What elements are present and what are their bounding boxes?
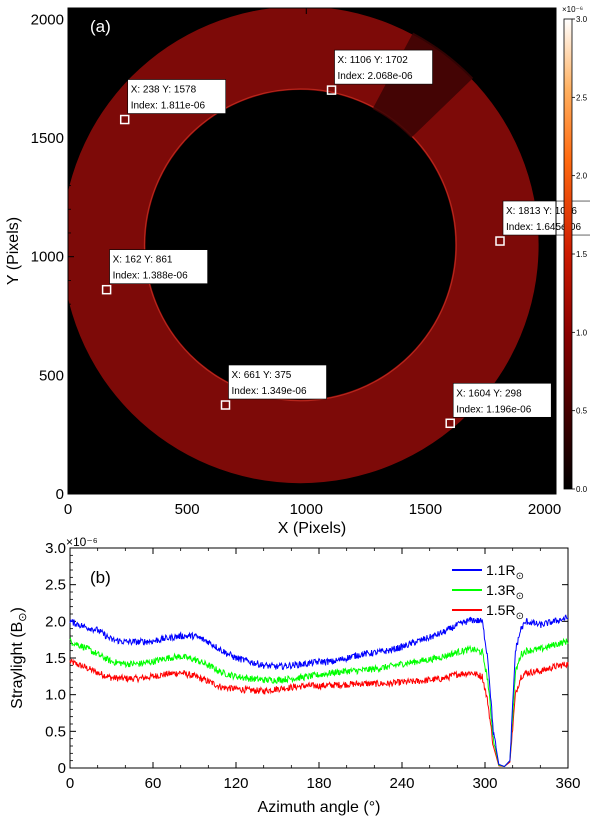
annotations: X: 238 Y: 1578 Index: 1.811e-06 X: 1106 Y:… <box>101 49 590 429</box>
legend-label: 1.3R⊙ <box>486 582 524 602</box>
colorbar-tick-label: 2.5 <box>576 93 588 102</box>
panel-label-a: (a) <box>90 17 111 36</box>
legend-label: 1.5R⊙ <box>486 602 524 622</box>
axes-b: 0 60 120 180 240 300 360 0 0.5 1.0 1.5 2.0 2.5 3.0 <box>45 540 580 792</box>
annotation-marker <box>326 85 337 95</box>
y-tick-label-a: 2000 <box>31 11 64 28</box>
panel-a: X: 238 Y: 1578 Index: 1.811e-06 X: 1106 Y:… <box>5 5 590 537</box>
colorbar-tick-label: 3.0 <box>576 15 588 24</box>
x-tick-label-b: 300 <box>472 775 497 792</box>
legend-label-main: 1.3R <box>486 582 516 598</box>
annotation-marker <box>101 284 112 295</box>
y-exponent-b: ×10⁻⁶ <box>66 535 98 549</box>
y-axis-label-b-sub: ⊙ <box>17 612 29 621</box>
x-tick-label-b: 360 <box>555 775 580 792</box>
annotation-index: Index: 1.196e-06 <box>456 404 531 415</box>
x-tick-label-b: 120 <box>223 775 248 792</box>
y-tick-label-a: 0 <box>56 486 64 503</box>
annotation-xy: X: 1106 Y: 1702 <box>338 55 409 66</box>
x-tick-label-a: 1500 <box>409 501 442 518</box>
colorbar-exponent: ×10⁻⁶ <box>562 5 583 14</box>
colorbar-ticks: 0.0 0.5 1.0 1.5 2.0 2.5 3.0 <box>572 15 588 494</box>
y-tick-label-b: 2.5 <box>45 577 66 594</box>
y-axis-label-b: Straylight (B⊙) <box>9 607 29 709</box>
axes-a: 0 500 1000 1500 2000 0 500 1000 1500 2000 <box>31 8 561 518</box>
annotation-box <box>502 200 590 236</box>
y-tick-label-b: 3.0 <box>45 540 66 557</box>
panel-label-b: (b) <box>90 568 111 587</box>
annotation-xy: X: 661 Y: 375 <box>232 370 292 381</box>
y-tick-label-a: 1000 <box>31 249 64 266</box>
annotation-index: Index: 2.068e-06 <box>338 71 413 82</box>
annotation-box <box>109 249 208 284</box>
x-axis-label-a: X (Pixels) <box>278 520 346 537</box>
annotation-box <box>334 49 433 85</box>
annotation-xy: X: 1604 Y: 298 <box>456 388 522 399</box>
annotation-marker <box>220 400 231 410</box>
image-frame <box>67 7 557 495</box>
annotation-marker <box>495 236 505 246</box>
y-tick-label-a: 1500 <box>31 130 64 147</box>
annotation-box <box>127 79 227 114</box>
colorbar-tick-label: 2.0 <box>576 172 588 181</box>
x-tick-label-a: 500 <box>175 501 200 518</box>
colorbar-tick-label: 1.5 <box>576 250 588 259</box>
annotation-marker <box>445 418 455 429</box>
y-tick-label-b: 1.5 <box>45 650 66 667</box>
y-tick-label-a: 500 <box>39 367 64 384</box>
x-tick-label-a: 2000 <box>528 501 561 518</box>
annotation-index: Index: 1.811e-06 <box>131 101 206 112</box>
series-lines <box>69 614 569 768</box>
series-line <box>69 614 569 768</box>
x-tick-label-b: 180 <box>306 775 331 792</box>
annotation-box <box>228 364 327 400</box>
annotation-index: Index: 1.645e-06 <box>506 222 581 233</box>
x-axis-label-b: Azimuth angle (°) <box>258 799 381 816</box>
x-tick-label-b: 60 <box>145 775 162 792</box>
legend-label-sub: ⊙ <box>516 571 524 582</box>
annotation-box <box>452 382 552 418</box>
legend-label-sub: ⊙ <box>516 611 524 622</box>
colorbar-tick-label: 1.0 <box>576 328 588 337</box>
legend: 1.1R⊙1.3R⊙1.5R⊙ <box>452 562 524 622</box>
y-axis-label-b-main: Straylight (B <box>9 622 26 709</box>
series-line <box>69 658 569 768</box>
series-line <box>69 636 569 768</box>
legend-label-main: 1.5R <box>486 602 516 618</box>
x-tick-label-b: 0 <box>66 775 74 792</box>
annotation-index: Index: 1.349e-06 <box>232 386 307 397</box>
legend-label-sub: ⊙ <box>516 591 524 602</box>
annotation-xy: X: 162 Y: 861 <box>113 255 173 266</box>
annotation-xy: X: 238 Y: 1578 <box>131 85 197 96</box>
panel-b: 0 60 120 180 240 300 360 0 0.5 1.0 1.5 2.0 2.5 3.0 (b… <box>9 535 581 816</box>
ring-shadow-sector <box>372 32 474 138</box>
annotation-marker <box>119 114 130 125</box>
y-tick-label-b: 2.0 <box>45 613 66 630</box>
annotation-xy: X: 1813 Y: 1066 <box>506 206 577 217</box>
annotation-index: Index: 1.388e-06 <box>113 271 188 282</box>
x-tick-label-a: 0 <box>64 501 72 518</box>
y-axis-label-a: Y (Pixels) <box>5 217 22 285</box>
legend-label: 1.1R⊙ <box>486 562 524 582</box>
colorbar <box>563 18 573 490</box>
x-tick-label-a: 1000 <box>290 501 323 518</box>
x-tick-label-b: 240 <box>389 775 414 792</box>
legend-label-main: 1.1R <box>486 562 516 578</box>
colorbar-tick-label: 0.0 <box>576 485 588 494</box>
y-axis-label-b-end: ) <box>9 607 26 612</box>
colorbar-tick-label: 0.5 <box>576 407 588 416</box>
y-tick-label-b: 1.0 <box>45 687 66 704</box>
y-tick-label-b: 0 <box>58 760 66 777</box>
y-tick-label-b: 0.5 <box>45 723 66 740</box>
